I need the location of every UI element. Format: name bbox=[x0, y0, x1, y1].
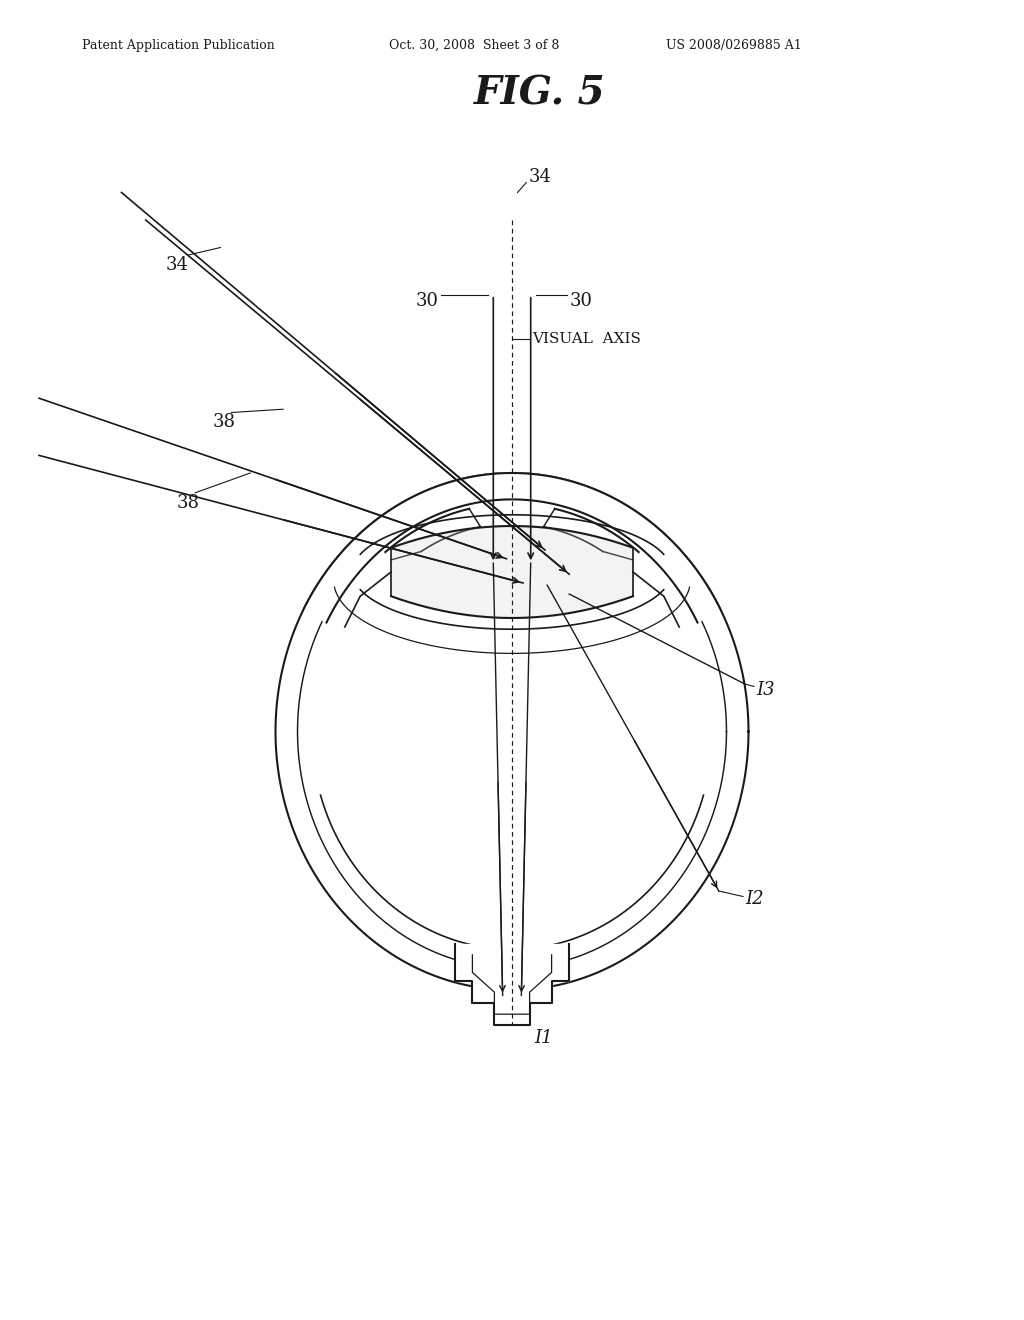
Text: 30: 30 bbox=[569, 292, 592, 310]
Text: VISUAL  AXIS: VISUAL AXIS bbox=[531, 333, 641, 346]
Text: 34: 34 bbox=[528, 168, 551, 186]
Text: 34: 34 bbox=[166, 256, 188, 273]
Text: FIG. 5: FIG. 5 bbox=[474, 74, 605, 112]
Text: US 2008/0269885 A1: US 2008/0269885 A1 bbox=[666, 38, 802, 51]
Polygon shape bbox=[303, 473, 721, 623]
Text: 38: 38 bbox=[213, 413, 236, 430]
Text: I2: I2 bbox=[745, 890, 764, 908]
Text: Patent Application Publication: Patent Application Publication bbox=[82, 38, 274, 51]
Text: I1: I1 bbox=[534, 1028, 553, 1047]
Polygon shape bbox=[455, 944, 569, 1026]
Text: 30: 30 bbox=[415, 292, 438, 310]
Text: 38: 38 bbox=[176, 494, 200, 512]
Text: Oct. 30, 2008  Sheet 3 of 8: Oct. 30, 2008 Sheet 3 of 8 bbox=[389, 38, 559, 51]
Text: I3: I3 bbox=[756, 681, 775, 700]
